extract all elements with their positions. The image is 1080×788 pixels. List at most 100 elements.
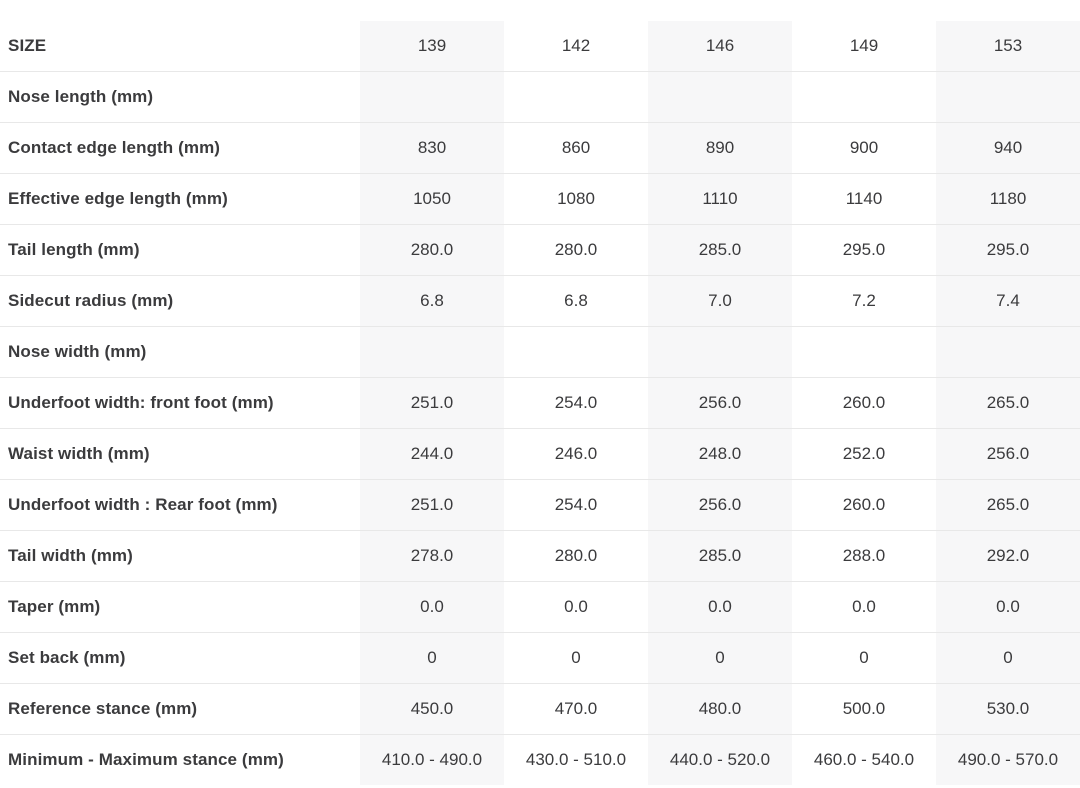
table-row: Underfoot width : Rear foot (mm) 251.0 254… bbox=[0, 479, 1080, 531]
spec-value-cell: 251.0 bbox=[360, 377, 504, 429]
spec-value-cell bbox=[360, 326, 504, 378]
spec-value-cell: 0 bbox=[936, 632, 1080, 684]
spec-value-cell: 278.0 bbox=[360, 530, 504, 582]
spec-value-cell: 480.0 bbox=[648, 683, 792, 735]
spec-value-cell: 252.0 bbox=[792, 428, 936, 480]
spec-row-label: Effective edge length (mm) bbox=[0, 173, 360, 225]
spec-value-cell: 244.0 bbox=[360, 428, 504, 480]
spec-row-label: Waist width (mm) bbox=[0, 428, 360, 480]
table-row: Contact edge length (mm) 830 860 890 900 940 bbox=[0, 122, 1080, 174]
spec-value-cell: 0 bbox=[792, 632, 936, 684]
size-column-header: 146 bbox=[648, 21, 792, 72]
spec-value-cell: 246.0 bbox=[504, 428, 648, 480]
spec-value-cell: 0 bbox=[360, 632, 504, 684]
table-row: Set back (mm) 0 0 0 0 0 bbox=[0, 632, 1080, 684]
spec-value-cell: 1180 bbox=[936, 173, 1080, 225]
spec-row-label: Nose length (mm) bbox=[0, 71, 360, 123]
size-column-header: 149 bbox=[792, 21, 936, 72]
spec-value-cell: 292.0 bbox=[936, 530, 1080, 582]
spec-value-cell: 265.0 bbox=[936, 479, 1080, 531]
table-row: Sidecut radius (mm) 6.8 6.8 7.0 7.2 7.4 bbox=[0, 275, 1080, 327]
spec-row-label: Sidecut radius (mm) bbox=[0, 275, 360, 327]
spec-row-label: Set back (mm) bbox=[0, 632, 360, 684]
spec-value-cell: 410.0 - 490.0 bbox=[381, 750, 483, 769]
spec-value-cell: 500.0 bbox=[792, 683, 936, 735]
spec-value-cell: 7.4 bbox=[936, 275, 1080, 327]
spec-row-label: Tail length (mm) bbox=[0, 224, 360, 276]
spec-row-label: Underfoot width : Rear foot (mm) bbox=[0, 479, 360, 531]
spec-value-cell: 860 bbox=[504, 122, 648, 174]
spec-value-cell: 440.0 - 520.0 bbox=[669, 750, 771, 769]
spec-value-cell: 1050 bbox=[360, 173, 504, 225]
spec-value-cell: 1110 bbox=[648, 173, 792, 225]
spec-value-cell: 7.0 bbox=[648, 275, 792, 327]
spec-value-cell: 430.0 - 510.0 bbox=[525, 750, 627, 769]
spec-value-cell: 260.0 bbox=[792, 377, 936, 429]
spec-value-cell bbox=[648, 71, 792, 123]
spec-value-cell: 256.0 bbox=[936, 428, 1080, 480]
size-header-label: SIZE bbox=[0, 21, 360, 72]
table-row: Effective edge length (mm) 1050 1080 1110 11… bbox=[0, 173, 1080, 225]
spec-value-cell: 280.0 bbox=[360, 224, 504, 276]
table-row: Tail length (mm) 280.0 280.0 285.0 295.0 295.… bbox=[0, 224, 1080, 276]
spec-value-cell: 1140 bbox=[792, 173, 936, 225]
spec-value-cell: 6.8 bbox=[504, 275, 648, 327]
spec-value-cell: 248.0 bbox=[648, 428, 792, 480]
spec-value-cell: 260.0 bbox=[792, 479, 936, 531]
spec-value-cell: 460.0 - 540.0 bbox=[813, 750, 915, 769]
spec-value-cell: 280.0 bbox=[504, 224, 648, 276]
table-row: Underfoot width: front foot (mm) 251.0 254… bbox=[0, 377, 1080, 429]
table-row: Nose width (mm) bbox=[0, 326, 1080, 378]
spec-value-cell: 450.0 bbox=[360, 683, 504, 735]
spec-value-cell: 0.0 bbox=[792, 581, 936, 633]
table-row: Waist width (mm) 244.0 246.0 248.0 252.0 256.… bbox=[0, 428, 1080, 480]
spec-value-cell bbox=[936, 326, 1080, 378]
spec-value-cell: 285.0 bbox=[648, 224, 792, 276]
spec-value-cell: 470.0 bbox=[504, 683, 648, 735]
spec-value-cell: 288.0 bbox=[792, 530, 936, 582]
spec-row-label: Taper (mm) bbox=[0, 581, 360, 633]
table-row: Minimum - Maximum stance (mm) 410.0 - 490… bbox=[0, 735, 1080, 786]
spec-value-cell bbox=[360, 71, 504, 123]
spec-row-label: Nose width (mm) bbox=[0, 326, 360, 378]
spec-value-cell bbox=[792, 71, 936, 123]
spec-value-cell: 265.0 bbox=[936, 377, 1080, 429]
size-column-header: 142 bbox=[504, 21, 648, 72]
spec-value-cell: 0.0 bbox=[360, 581, 504, 633]
spec-value-cell: 830 bbox=[360, 122, 504, 174]
spec-value-cell: 285.0 bbox=[648, 530, 792, 582]
size-column-header: 139 bbox=[360, 21, 504, 72]
spec-value-cell: 6.8 bbox=[360, 275, 504, 327]
spec-value-cell: 530.0 bbox=[936, 683, 1080, 735]
spec-value-cell: 7.2 bbox=[792, 275, 936, 327]
spec-value-cell: 254.0 bbox=[504, 377, 648, 429]
spec-value-cell: 0.0 bbox=[504, 581, 648, 633]
spec-row-label: Tail width (mm) bbox=[0, 530, 360, 582]
spec-value-cell: 256.0 bbox=[648, 377, 792, 429]
spec-value-cell: 295.0 bbox=[792, 224, 936, 276]
spec-value-cell: 900 bbox=[792, 122, 936, 174]
table-row: Tail width (mm) 278.0 280.0 285.0 288.0 292.0 bbox=[0, 530, 1080, 582]
spec-value-cell: 0 bbox=[504, 632, 648, 684]
size-spec-table: SIZE 139 142 146 149 153 Nose length (mm… bbox=[0, 21, 1080, 785]
spec-value-cell bbox=[648, 326, 792, 378]
spec-value-cell: 254.0 bbox=[504, 479, 648, 531]
spec-row-label: Contact edge length (mm) bbox=[0, 122, 360, 174]
spec-value-cell: 251.0 bbox=[360, 479, 504, 531]
spec-value-cell: 0.0 bbox=[936, 581, 1080, 633]
spec-row-label: Underfoot width: front foot (mm) bbox=[0, 377, 360, 429]
spec-value-cell: 940 bbox=[936, 122, 1080, 174]
spec-value-cell: 890 bbox=[648, 122, 792, 174]
table-row: Reference stance (mm) 450.0 470.0 480.0 500.… bbox=[0, 683, 1080, 735]
size-column-header: 153 bbox=[936, 21, 1080, 72]
table-row: Taper (mm) 0.0 0.0 0.0 0.0 0.0 bbox=[0, 581, 1080, 633]
spec-value-cell bbox=[792, 326, 936, 378]
table-row: Nose length (mm) bbox=[0, 71, 1080, 123]
spec-value-cell: 0.0 bbox=[648, 581, 792, 633]
spec-value-cell bbox=[504, 326, 648, 378]
spec-value-cell: 280.0 bbox=[504, 530, 648, 582]
spec-value-cell: 256.0 bbox=[648, 479, 792, 531]
spec-row-label: Minimum - Maximum stance (mm) bbox=[8, 750, 284, 769]
spec-value-cell bbox=[936, 71, 1080, 123]
